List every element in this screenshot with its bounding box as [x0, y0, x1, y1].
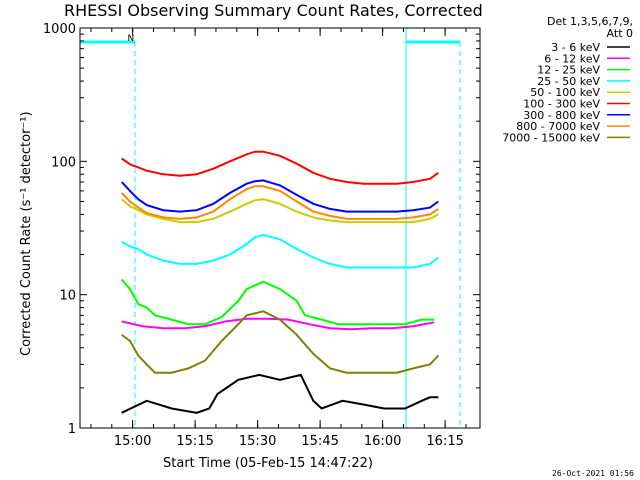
x-tick-label: 15:15	[176, 434, 213, 449]
legend-label-1: 6 - 12 keV	[544, 52, 600, 65]
axes-frame	[79, 27, 481, 429]
legend-label-2: 12 - 25 keV	[537, 64, 600, 77]
y-axis-label: Corrected Count Rate (s⁻¹ detector⁻¹)	[19, 111, 34, 356]
legend-label-3: 25 - 50 keV	[537, 75, 600, 88]
y-tick-label: 1000	[43, 22, 76, 37]
x-tick-label: 16:15	[426, 434, 463, 449]
x-axis-label: Start Time (05-Feb-15 14:47:22)	[163, 456, 373, 471]
x-tick-label: 16:00	[364, 434, 401, 449]
legend-header: Det 1,3,5,6,7,9,	[547, 15, 633, 28]
legend-header: Att 0	[607, 27, 633, 40]
legend-label-7: 800 - 7000 keV	[516, 120, 600, 133]
series-line-0	[121, 373, 439, 414]
legend-label-0: 3 - 6 keV	[551, 41, 600, 54]
x-tick-label: 15:45	[301, 434, 338, 449]
series-line-4	[121, 198, 439, 224]
x-tick-label: 15:00	[114, 434, 151, 449]
plot-area: N 1 10 100 1000 15:00 15:15 15:30 15:45 16:00 16:1…	[43, 22, 481, 449]
series-line-2	[120, 278, 435, 326]
annotation-label: N	[128, 34, 135, 44]
y-tick-label: 1	[68, 422, 76, 437]
series-line-3	[121, 233, 439, 269]
footer-timestamp: 26-Oct-2021 01:56	[552, 469, 634, 478]
legend-label-6: 300 - 800 keV	[523, 109, 600, 122]
series-line-6	[120, 179, 439, 213]
y-tick-label: 100	[51, 155, 76, 170]
y-tick-label: 10	[59, 289, 76, 304]
series-line-7	[120, 185, 439, 220]
chart-title: RHESSI Observing Summary Count Rates, Co…	[64, 1, 483, 20]
legend-label-5: 100 - 300 keV	[523, 98, 600, 111]
series-line-5	[121, 150, 439, 185]
x-tick-label: 15:30	[239, 434, 276, 449]
legend-label-8: 7000 - 15000 keV	[502, 131, 600, 144]
series-line-8	[121, 310, 440, 374]
legend-label-4: 50 - 100 keV	[530, 86, 600, 99]
